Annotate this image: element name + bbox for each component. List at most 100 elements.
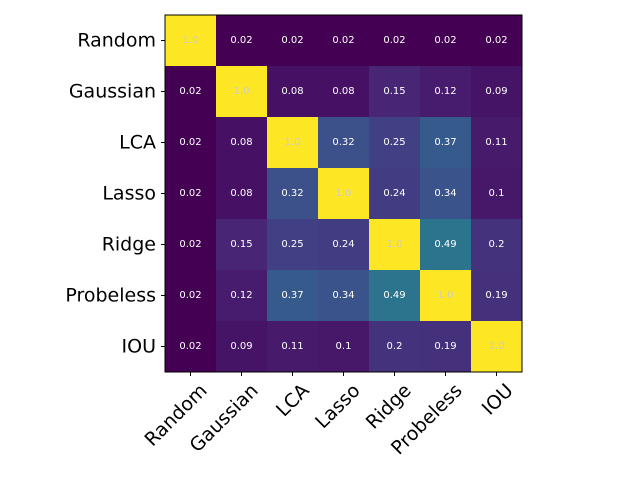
heatmap-cell bbox=[369, 219, 421, 271]
heatmap-cell bbox=[471, 270, 523, 322]
heatmap-cell bbox=[165, 168, 217, 220]
heatmap-cell bbox=[165, 15, 217, 67]
cell-value-label: 0.08 bbox=[281, 86, 303, 97]
heatmap-cell bbox=[165, 117, 217, 169]
cell-value-label: 1.0 bbox=[234, 86, 250, 97]
cell-value-label: 0.12 bbox=[434, 86, 456, 97]
cell-value-label: 0.25 bbox=[383, 137, 405, 148]
cell-value-label: 0.02 bbox=[434, 35, 456, 46]
cell-value-label: 0.24 bbox=[332, 239, 354, 250]
cell-value-label: 0.02 bbox=[485, 35, 507, 46]
cell-value-label: 0.02 bbox=[332, 35, 354, 46]
cell-value-label: 1.0 bbox=[183, 35, 199, 46]
axis-ticks bbox=[161, 40, 497, 376]
cell-value-label: 0.2 bbox=[489, 239, 505, 250]
cell-value-label: 0.19 bbox=[434, 341, 456, 352]
cell-value-label: 0.24 bbox=[383, 188, 405, 199]
heatmap-cell bbox=[420, 15, 472, 67]
cell-value-label: 0.49 bbox=[434, 239, 456, 250]
cell-value-label: 0.02 bbox=[179, 137, 201, 148]
cell-value-label: 1.0 bbox=[438, 290, 454, 301]
cell-value-label: 0.02 bbox=[179, 239, 201, 250]
heatmap-cell bbox=[420, 117, 472, 169]
heatmap-cell bbox=[318, 219, 370, 271]
x-tick-label: Lasso bbox=[311, 380, 364, 433]
heatmap-cell bbox=[267, 219, 319, 271]
cell-value-label: 1.0 bbox=[336, 188, 352, 199]
y-tick-label: Gaussian bbox=[69, 81, 156, 103]
heatmap-cell bbox=[369, 270, 421, 322]
cell-value-label: 0.02 bbox=[179, 188, 201, 199]
heatmap-cells: 1.0 0.02 0.02 0.02 0.02 0.02 0.02 0.02 1.0 0.08 0.… bbox=[165, 15, 523, 373]
cell-value-label: 0.11 bbox=[281, 341, 303, 352]
heatmap-cell bbox=[420, 219, 472, 271]
heatmap-cell bbox=[216, 66, 268, 118]
heatmap-cell bbox=[369, 15, 421, 67]
heatmap-cell bbox=[471, 168, 523, 220]
heatmap-cell bbox=[369, 66, 421, 118]
heatmap-cell bbox=[369, 321, 421, 373]
cell-value-label: 0.11 bbox=[485, 137, 507, 148]
cell-value-label: 0.09 bbox=[230, 341, 252, 352]
cell-value-label: 0.37 bbox=[281, 290, 303, 301]
heatmap-cell bbox=[471, 117, 523, 169]
cell-value-label: 0.02 bbox=[281, 35, 303, 46]
heatmap-cell bbox=[369, 168, 421, 220]
heatmap-cell bbox=[267, 321, 319, 373]
cell-value-label: 0.15 bbox=[230, 239, 252, 250]
cell-value-label: 0.12 bbox=[230, 290, 252, 301]
heatmap-cell bbox=[267, 270, 319, 322]
cell-value-label: 0.02 bbox=[383, 35, 405, 46]
heatmap-cell bbox=[267, 15, 319, 67]
cell-value-label: 0.34 bbox=[434, 188, 456, 199]
heatmap-cell bbox=[165, 270, 217, 322]
y-tick-label: Random bbox=[77, 30, 156, 52]
cell-value-label: 0.08 bbox=[230, 188, 252, 199]
heatmap-cell bbox=[420, 66, 472, 118]
cell-value-label: 0.1 bbox=[489, 188, 505, 199]
heatmap-cell bbox=[420, 270, 472, 322]
cell-value-label: 0.08 bbox=[230, 137, 252, 148]
heatmap-cell bbox=[471, 219, 523, 271]
heatmap-cell bbox=[471, 15, 523, 67]
heatmap-cell bbox=[216, 270, 268, 322]
x-tick-label: IOU bbox=[478, 380, 518, 420]
heatmap-cell bbox=[165, 66, 217, 118]
cell-value-label: 0.15 bbox=[383, 86, 405, 97]
y-tick-label: LCA bbox=[119, 132, 156, 154]
cell-value-label: 0.32 bbox=[332, 137, 354, 148]
heatmap-cell bbox=[267, 117, 319, 169]
y-tick-label: Probeless bbox=[65, 285, 156, 307]
cell-value-label: 0.19 bbox=[485, 290, 507, 301]
y-tick-labels: Random Gaussian LCA Lasso Ridge Probeless IOU bbox=[65, 30, 156, 358]
heatmap-cell bbox=[318, 321, 370, 373]
x-tick-label: LCA bbox=[272, 380, 314, 422]
y-tick-label: IOU bbox=[122, 336, 156, 358]
heatmap-cell bbox=[471, 321, 523, 373]
cell-value-label: 0.1 bbox=[336, 341, 352, 352]
cell-value-label: 0.25 bbox=[281, 239, 303, 250]
heatmap-cell bbox=[216, 117, 268, 169]
heatmap-cell bbox=[318, 66, 370, 118]
heatmap-cell bbox=[216, 321, 268, 373]
y-tick-label: Lasso bbox=[102, 183, 156, 205]
cell-value-label: 1.0 bbox=[489, 341, 505, 352]
cell-value-label: 0.08 bbox=[332, 86, 354, 97]
heatmap-cell bbox=[165, 219, 217, 271]
cell-value-label: 0.02 bbox=[179, 290, 201, 301]
cell-value-label: 0.02 bbox=[179, 341, 201, 352]
heatmap-cell bbox=[267, 66, 319, 118]
cell-value-label: 0.49 bbox=[383, 290, 405, 301]
heatmap-cell bbox=[420, 321, 472, 373]
plot-frame bbox=[164, 14, 523, 373]
heatmap-cell bbox=[318, 15, 370, 67]
heatmap-cell bbox=[318, 270, 370, 322]
cell-value-label: 0.02 bbox=[179, 86, 201, 97]
heatmap-cell bbox=[216, 168, 268, 220]
heatmap-cell bbox=[471, 66, 523, 118]
heatmap-cell bbox=[318, 117, 370, 169]
cell-value-label: 0.32 bbox=[281, 188, 303, 199]
heatmap-cell bbox=[267, 168, 319, 220]
